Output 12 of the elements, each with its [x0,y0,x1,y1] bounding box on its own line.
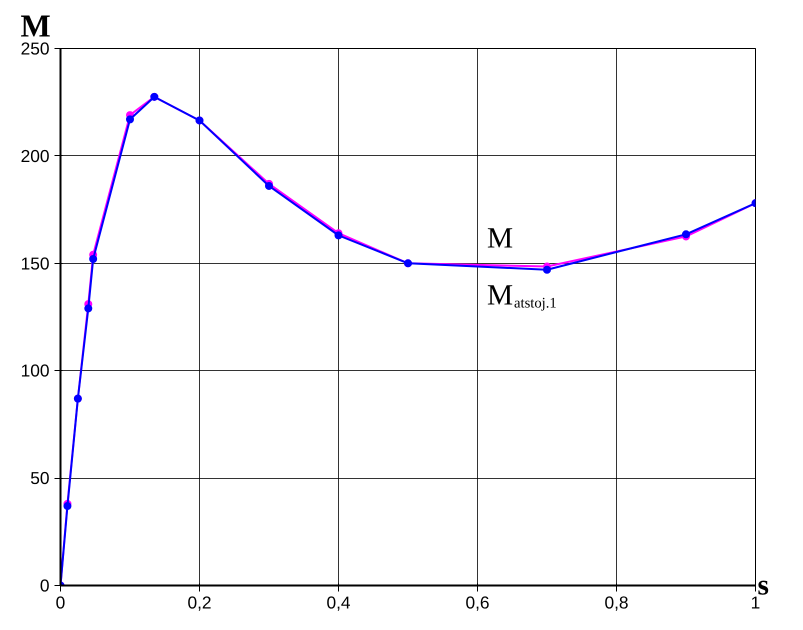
series-label: M [487,222,514,255]
y-tick-label: 150 [20,253,50,274]
y-tick-label: 100 [20,360,50,381]
y-tick-label: 0 [40,576,50,596]
x-tick-label: 0,8 [604,592,629,612]
x-tick-label: 0 [56,592,66,612]
y-tick-label: 200 [20,146,50,166]
y-tick-label: 50 [30,468,50,488]
x-tick-label: 0,4 [326,592,351,612]
x-axis-title: s [758,570,769,602]
x-tick-label: 0,2 [187,592,212,612]
x-tick-label: 0,6 [465,592,490,612]
